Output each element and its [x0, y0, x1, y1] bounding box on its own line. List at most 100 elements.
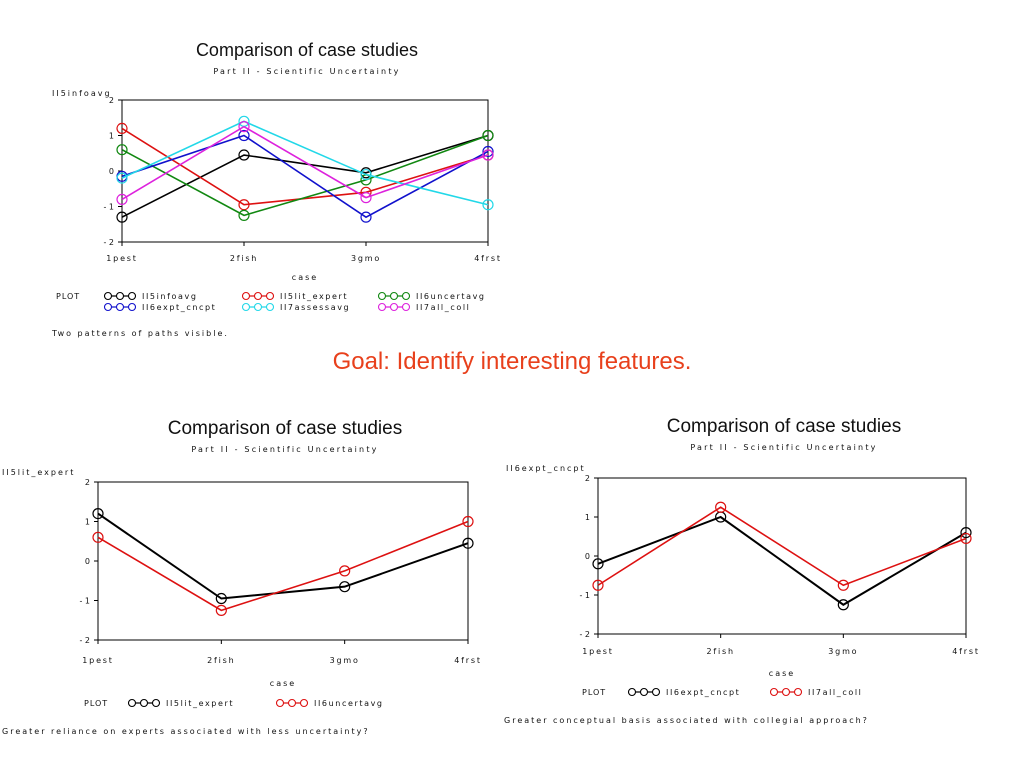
- legend-item: II7all_coll: [769, 687, 861, 697]
- legend-title: PLOT: [84, 699, 108, 708]
- legend: PLOT II5infoavg II5lit_expert II6uncertavg I…: [56, 291, 484, 312]
- legend-label: II5infoavg: [142, 292, 198, 301]
- legend-swatch-marker: [265, 302, 275, 312]
- legend-swatch-marker: [377, 291, 387, 301]
- legend-swatch-marker: [253, 302, 263, 312]
- chart-title: Comparison of case studies: [168, 418, 402, 439]
- y-tick-label: 2: [109, 96, 114, 105]
- data-point: [482, 129, 494, 142]
- data-point: [92, 507, 104, 520]
- y-tick-label: 1: [585, 513, 590, 522]
- data-point: [960, 526, 972, 539]
- x-axis-label: case: [769, 669, 795, 678]
- legend-swatch-marker: [103, 302, 113, 312]
- data-point: [360, 211, 372, 223]
- legend-swatch-marker: [127, 698, 137, 708]
- legend-swatch-marker: [127, 302, 137, 312]
- data-point: [116, 172, 128, 184]
- data-point: [592, 579, 604, 591]
- chart-footnote: Two patterns of paths visible.: [51, 329, 229, 338]
- legend-swatch-marker: [401, 302, 411, 312]
- series-II6expt_cncpt: [116, 129, 494, 223]
- series-II6uncertavg: [92, 515, 474, 616]
- legend-swatch-marker: [127, 291, 137, 301]
- legend-swatch-marker: [793, 687, 803, 697]
- data-point: [238, 149, 250, 161]
- data-point: [482, 145, 494, 158]
- legend-swatch-marker: [253, 291, 263, 301]
- y-tick-label: - 1: [579, 591, 590, 600]
- legend-title: PLOT: [582, 688, 606, 697]
- data-point: [92, 531, 104, 543]
- y-tick-label: 1: [85, 518, 90, 527]
- legend-label: II7all_coll: [416, 303, 471, 312]
- legend: PLOT II5lit_expert II6uncertavg: [84, 698, 384, 708]
- data-point: [339, 581, 351, 593]
- legend-swatch-marker: [265, 291, 275, 301]
- legend-swatch-marker: [627, 687, 637, 697]
- x-tick-label: 1pest: [82, 656, 113, 665]
- legend-item: II7all_coll: [377, 302, 471, 312]
- legend-swatch-marker: [241, 291, 251, 301]
- y-tick-label: - 1: [79, 597, 90, 606]
- chart-subtitle: Part II - Scientific Uncertainty: [213, 67, 400, 76]
- data-point: [482, 149, 494, 161]
- legend-swatch-marker: [299, 698, 309, 708]
- legend-swatch-marker: [241, 302, 251, 312]
- y-tick-label: 2: [85, 478, 90, 487]
- x-tick-label: 3gmo: [330, 656, 360, 665]
- series-line: [597, 506, 967, 587]
- legend-swatch-marker: [781, 687, 791, 697]
- goal-text: Goal: Identify interesting features.: [332, 348, 692, 375]
- legend-swatch-marker: [139, 698, 149, 708]
- series-II7all_coll: [116, 121, 494, 205]
- legend-item: II5lit_expert: [127, 698, 233, 708]
- legend-swatch-marker: [769, 687, 779, 697]
- y-tick-label: - 2: [579, 630, 590, 639]
- y-tick-label: - 2: [103, 238, 114, 247]
- legend-item: II5lit_expert: [241, 291, 348, 301]
- data-point: [238, 209, 250, 221]
- data-point: [215, 592, 227, 605]
- legend-label: II6uncertavg: [314, 699, 384, 708]
- x-axis-label: case: [270, 679, 296, 688]
- data-point: [462, 515, 474, 528]
- y-tick-label: 2: [585, 474, 590, 483]
- data-point: [238, 199, 250, 211]
- data-point: [837, 579, 849, 591]
- x-axis-label: case: [292, 273, 318, 282]
- legend-swatch-marker: [287, 698, 297, 708]
- legend-item: II6expt_cncpt: [627, 687, 739, 697]
- legend-label: II6expt_cncpt: [142, 303, 216, 312]
- legend-swatch-marker: [151, 698, 161, 708]
- plot-frame: [597, 477, 967, 635]
- data-point: [116, 144, 128, 156]
- chart-subtitle: Part II - Scientific Uncertainty: [191, 445, 378, 454]
- legend-label: II7assessavg: [280, 303, 350, 312]
- data-point: [360, 192, 372, 204]
- chart-footnote: Greater reliance on experts associated w…: [2, 727, 370, 736]
- series-line: [121, 120, 489, 206]
- legend-swatch-marker: [389, 302, 399, 312]
- series-line: [121, 134, 489, 218]
- series-line: [121, 134, 489, 217]
- y-tick-label: 0: [109, 167, 114, 176]
- y-axis-label: II5lit_expert: [2, 468, 75, 477]
- chart-footnote: Greater conceptual basis associated with…: [504, 716, 869, 725]
- series-line: [597, 515, 967, 606]
- data-point: [960, 532, 972, 545]
- series-line: [121, 125, 489, 201]
- x-tick-label: 3gmo: [828, 647, 858, 656]
- data-point: [715, 501, 727, 513]
- legend-item: II6expt_cncpt: [103, 302, 216, 312]
- legend-swatch-marker: [377, 302, 387, 312]
- data-point: [238, 129, 250, 142]
- chart-title: Comparison of case studies: [196, 40, 418, 60]
- x-tick-label: 2fish: [230, 254, 258, 263]
- series-line: [97, 512, 469, 600]
- series-II7all_coll: [592, 501, 972, 591]
- data-point: [837, 599, 849, 611]
- legend-label: II5lit_expert: [280, 292, 348, 301]
- x-tick-label: 2fish: [706, 647, 734, 656]
